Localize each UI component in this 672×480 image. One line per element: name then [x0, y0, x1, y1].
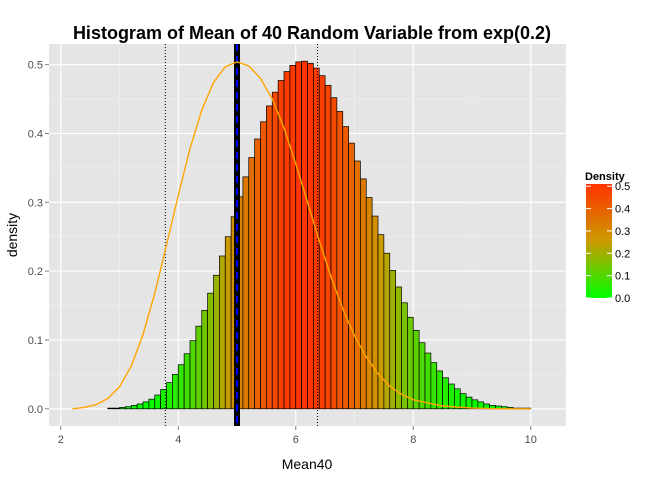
y-axis-ticks: 0.0 0.1 0.2 0.3 0.4 0.5: [28, 60, 49, 416]
histogram-bar: [459, 393, 467, 410]
chart-title: Histogram of Mean of 40 Random Variable …: [73, 23, 551, 43]
histogram-bar: [148, 398, 156, 410]
histogram-bar: [248, 157, 255, 410]
histogram-bar: [177, 364, 185, 410]
histogram-bar: [424, 352, 432, 410]
histogram-bar: [201, 310, 208, 410]
histogram-bar: [301, 60, 308, 410]
histogram-bar: [401, 302, 408, 410]
histogram-bar: [277, 80, 285, 410]
histogram-bar: [136, 403, 144, 410]
histogram-bar: [107, 407, 114, 410]
color-legend: Density 0.0 0.1 0.2 0.3 0.4 0.5: [585, 171, 630, 305]
legend-tick-label: 0.1: [615, 271, 630, 283]
x-tick-label: 6: [293, 434, 299, 446]
x-tick-label: 8: [410, 434, 416, 446]
histogram-bar: [213, 274, 220, 410]
histogram-bar: [465, 396, 473, 410]
legend-tick-label: 0.2: [615, 248, 630, 260]
histogram-bar: [442, 377, 449, 410]
reference-lines: [164, 44, 318, 426]
histogram-bar: [271, 91, 279, 410]
histogram-bar: [219, 255, 226, 410]
y-tick-label: 0.0: [28, 404, 43, 416]
histogram-bar: [119, 407, 126, 410]
histogram-bar: [295, 61, 302, 410]
legend-title: Density: [585, 171, 626, 183]
histogram-bar: [183, 353, 191, 410]
y-tick-label: 0.3: [28, 197, 43, 209]
histogram-bar: [448, 383, 455, 410]
histogram-bar: [412, 329, 420, 410]
legend-tick-label: 0.5: [615, 181, 630, 193]
histogram-bar: [307, 62, 314, 410]
histogram-bar: [242, 176, 250, 410]
histogram-bar: [354, 160, 361, 410]
histogram-bar: [113, 407, 120, 410]
histogram-bar: [266, 105, 273, 410]
histogram-bar: [142, 401, 150, 410]
histogram-bar: [377, 234, 385, 410]
x-tick-label: 4: [175, 434, 181, 446]
y-axis-label: density: [4, 213, 20, 257]
x-axis-label: Mean40: [282, 456, 333, 472]
y-tick-label: 0.1: [28, 335, 43, 347]
histogram-bar: [207, 292, 214, 410]
histogram-bar: [125, 406, 132, 410]
histogram-bar: [360, 178, 367, 410]
histogram-bar: [289, 64, 297, 410]
histogram-bar: [371, 215, 379, 410]
x-tick-label: 2: [58, 434, 64, 446]
legend-tick-label: 0.4: [615, 204, 630, 216]
legend-tick-label: 0.3: [615, 226, 630, 238]
histogram-bars: [107, 60, 532, 410]
histogram-bar: [418, 342, 426, 410]
x-tick-label: 10: [525, 434, 537, 446]
legend-colorbar: [586, 184, 612, 298]
histogram-bar: [436, 370, 443, 410]
y-tick-label: 0.2: [28, 266, 43, 278]
histogram-bar: [348, 142, 355, 410]
histogram-bar: [166, 382, 173, 410]
histogram-bar: [224, 236, 232, 410]
density-curve-line: [72, 61, 531, 410]
histogram-bar: [172, 374, 179, 410]
histogram-bar: [283, 71, 291, 410]
density-curve: [72, 61, 531, 410]
y-tick-label: 0.4: [28, 128, 43, 140]
legend-ticks: 0.0 0.1 0.2 0.3 0.4 0.5: [586, 181, 630, 305]
x-axis-ticks: 2 4 6 8 10: [58, 426, 537, 446]
legend-tick-label: 0.0: [615, 293, 630, 305]
histogram-bar: [195, 325, 203, 410]
histogram-bar: [342, 126, 349, 410]
histogram-bar: [365, 197, 373, 410]
histogram-bar: [189, 340, 197, 410]
histogram-bar: [336, 111, 344, 410]
histogram-bar: [430, 362, 438, 410]
histogram-bar: [407, 316, 414, 410]
histogram-bar: [330, 97, 338, 410]
y-tick-label: 0.5: [28, 60, 43, 72]
histogram-bar: [260, 121, 267, 410]
histogram-bar: [130, 405, 138, 410]
histogram-bar: [154, 394, 161, 410]
histogram-bar: [254, 138, 261, 410]
histogram-bar: [324, 84, 332, 410]
histogram-bar: [454, 388, 461, 410]
